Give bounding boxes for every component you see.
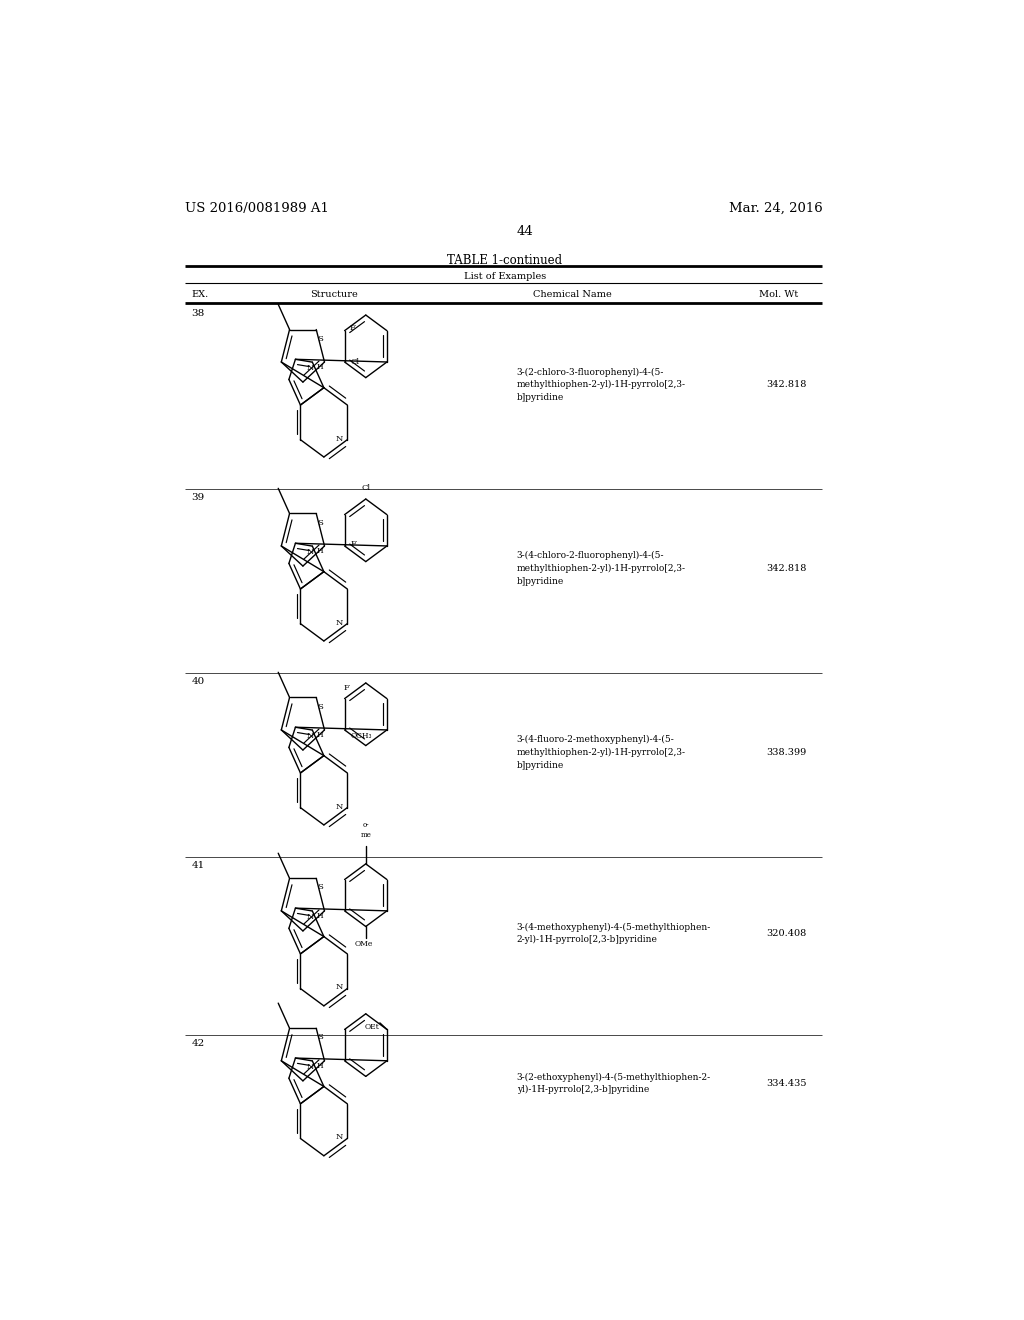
Text: TABLE 1-continued: TABLE 1-continued: [447, 253, 562, 267]
Text: H: H: [316, 363, 324, 371]
Text: Mar. 24, 2016: Mar. 24, 2016: [729, 202, 822, 215]
Text: 39: 39: [191, 492, 205, 502]
Text: N: N: [307, 1063, 314, 1071]
Text: 342.818: 342.818: [767, 380, 807, 389]
Text: S: S: [317, 1034, 324, 1041]
Text: o-
me: o- me: [360, 821, 372, 838]
Text: F: F: [350, 325, 355, 333]
Text: H: H: [316, 1063, 324, 1071]
Text: Structure: Structure: [310, 289, 358, 298]
Text: 42: 42: [191, 1039, 205, 1048]
Text: 3-(4-fluoro-2-methoxyphenyl)-4-(5-
methylthiophen-2-yl)-1H-pyrrolo[2,3-
b]pyridi: 3-(4-fluoro-2-methoxyphenyl)-4-(5- methy…: [517, 735, 686, 770]
Text: N: N: [307, 913, 314, 921]
Text: F: F: [343, 684, 349, 692]
Text: S: S: [317, 519, 324, 527]
Text: Cl: Cl: [350, 358, 359, 366]
Text: N: N: [307, 364, 314, 372]
Text: 338.399: 338.399: [767, 748, 807, 756]
Text: Mol. Wt: Mol. Wt: [759, 289, 799, 298]
Text: N: N: [336, 983, 343, 991]
Text: EX.: EX.: [191, 289, 209, 298]
Text: Cl: Cl: [361, 484, 371, 492]
Text: Chemical Name: Chemical Name: [534, 289, 611, 298]
Text: H: H: [316, 548, 324, 556]
Text: OCH₃: OCH₃: [350, 733, 372, 741]
Text: F: F: [350, 540, 356, 548]
Text: 320.408: 320.408: [767, 929, 807, 939]
Text: N: N: [307, 548, 314, 556]
Text: H: H: [316, 731, 324, 739]
Text: S: S: [317, 702, 324, 710]
Text: OMe: OMe: [355, 940, 373, 948]
Text: S: S: [317, 334, 324, 343]
Text: 41: 41: [191, 861, 205, 870]
Text: N: N: [336, 1134, 343, 1142]
Text: 3-(4-methoxyphenyl)-4-(5-methylthiophen-
2-yl)-1H-pyrrolo[2,3-b]pyridine: 3-(4-methoxyphenyl)-4-(5-methylthiophen-…: [517, 923, 711, 944]
Text: List of Examples: List of Examples: [464, 272, 546, 281]
Text: N: N: [336, 803, 343, 810]
Text: 3-(2-chloro-3-fluorophenyl)-4-(5-
methylthiophen-2-yl)-1H-pyrrolo[2,3-
b]pyridin: 3-(2-chloro-3-fluorophenyl)-4-(5- methyl…: [517, 367, 686, 401]
Text: H: H: [316, 912, 324, 920]
Text: 3-(4-chloro-2-fluorophenyl)-4-(5-
methylthiophen-2-yl)-1H-pyrrolo[2,3-
b]pyridin: 3-(4-chloro-2-fluorophenyl)-4-(5- methyl…: [517, 552, 686, 586]
Text: N: N: [307, 731, 314, 741]
Text: US 2016/0081989 A1: US 2016/0081989 A1: [185, 202, 329, 215]
Text: OEt: OEt: [365, 1023, 379, 1031]
Text: 334.435: 334.435: [766, 1078, 807, 1088]
Text: 38: 38: [191, 309, 205, 318]
Text: 3-(2-ethoxyphenyl)-4-(5-methylthiophen-2-
yl)-1H-pyrrolo[2,3-b]pyridine: 3-(2-ethoxyphenyl)-4-(5-methylthiophen-2…: [517, 1072, 711, 1094]
Text: 40: 40: [191, 677, 205, 686]
Text: S: S: [317, 883, 324, 891]
Text: 342.818: 342.818: [767, 564, 807, 573]
Text: 44: 44: [516, 226, 534, 239]
Text: N: N: [336, 434, 343, 442]
Text: N: N: [336, 619, 343, 627]
